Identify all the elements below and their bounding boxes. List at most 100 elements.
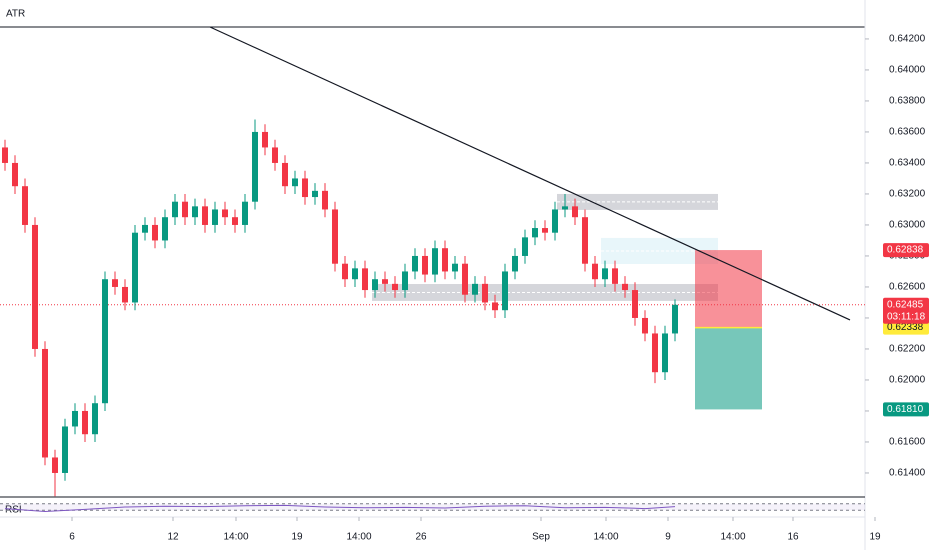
price-label-box [883, 402, 929, 417]
x-tick-label: 26 [415, 532, 427, 543]
y-tick-label: 0.62600 [889, 282, 926, 293]
price-label: 0.61810 [887, 404, 924, 415]
candle-body [62, 426, 68, 473]
candle-body [562, 206, 568, 210]
candle-body [262, 131, 268, 148]
candle-body [352, 268, 358, 280]
candle-body [332, 209, 338, 264]
candle-body [612, 268, 618, 284]
candle-body [322, 190, 328, 210]
candle-body [242, 201, 248, 225]
candle-body [372, 279, 378, 291]
x-tick-label: 9 [665, 532, 671, 543]
candle-body [582, 217, 588, 264]
y-tick-label: 0.61400 [889, 468, 926, 479]
candle-body [342, 263, 348, 280]
candle-body [72, 410, 78, 427]
price-label: 0.62838 [887, 245, 924, 256]
candle-body [492, 302, 498, 311]
candle-body [672, 304, 678, 334]
y-tick-label: 0.64200 [889, 34, 926, 45]
candle-body [542, 228, 548, 233]
candle-body [52, 457, 58, 473]
candle-body [652, 333, 658, 373]
candle-body [102, 279, 108, 404]
candle-body [632, 290, 638, 318]
candle-body [32, 224, 38, 349]
candle-body [552, 209, 558, 233]
candle-body [472, 283, 478, 295]
x-tick-label: 6 [69, 532, 75, 543]
candle-body [42, 348, 48, 458]
candle-body [172, 201, 178, 218]
candle-body [2, 147, 8, 163]
candle-body [162, 217, 168, 241]
trendline [209, 26, 851, 321]
current-price-label: 0.62485 [887, 299, 924, 310]
candle-body [532, 228, 538, 238]
candle-body [432, 248, 438, 275]
x-tick-label: 14:00 [593, 532, 618, 543]
candle-body [462, 263, 468, 295]
candle-body [412, 255, 418, 272]
candle-body [392, 283, 398, 291]
y-tick-label: 0.63800 [889, 96, 926, 107]
candle-body [282, 162, 288, 187]
current-price-box [883, 297, 929, 324]
candle-body [222, 209, 228, 218]
y-tick-label: 0.62200 [889, 344, 926, 355]
y-tick-label: 0.63000 [889, 220, 926, 231]
candle-body [452, 263, 458, 272]
candle-body [592, 263, 598, 280]
candle-body [362, 268, 368, 291]
candle-body [82, 410, 88, 435]
candle-body [252, 131, 258, 202]
y-tick-label: 0.63200 [889, 189, 926, 200]
y-tick-label: 0.61600 [889, 437, 926, 448]
candle-body [182, 201, 188, 218]
candle-body [112, 279, 118, 287]
y-tick-label: 0.62000 [889, 375, 926, 386]
candle-body [402, 271, 408, 291]
x-tick-label: 16 [787, 532, 799, 543]
candle-body [232, 217, 238, 225]
candle-body [292, 178, 298, 187]
price-label-box [883, 320, 929, 335]
y-tick-label: 0.64000 [889, 65, 926, 76]
candle-body [522, 237, 528, 256]
candle-body [92, 403, 98, 435]
candle-body [122, 286, 128, 303]
x-tick-label: 14:00 [223, 532, 248, 543]
x-tick-label: 12 [167, 532, 179, 543]
y-tick-label: 0.63400 [889, 158, 926, 169]
candle-body [622, 283, 628, 291]
candle-body [212, 209, 218, 225]
candle-body [12, 162, 18, 187]
candle-body [662, 333, 668, 373]
x-tick-label: 19 [869, 532, 881, 543]
candle-body [422, 255, 428, 275]
candle-body [132, 232, 138, 303]
y-tick-label: 0.63600 [889, 127, 926, 138]
x-tick-label: 19 [291, 532, 303, 543]
target-zone [695, 327, 762, 410]
candle-body [192, 206, 198, 218]
x-tick-label: 14:00 [720, 532, 745, 543]
candle-body [502, 271, 508, 311]
countdown: 03:11:18 [887, 311, 926, 322]
candle-body [572, 206, 578, 218]
candle-body [442, 248, 448, 272]
candle-body [302, 178, 308, 198]
candle-body [142, 224, 148, 233]
candle-body [22, 186, 28, 225]
candle-body [482, 283, 488, 303]
candle-body [202, 206, 208, 225]
indicator-title: ATR [6, 9, 25, 20]
candle-body [602, 268, 608, 280]
price-label-box [883, 243, 929, 258]
candle-body [382, 279, 388, 284]
stop-zone [695, 250, 762, 328]
x-tick-label: 14:00 [346, 532, 371, 543]
